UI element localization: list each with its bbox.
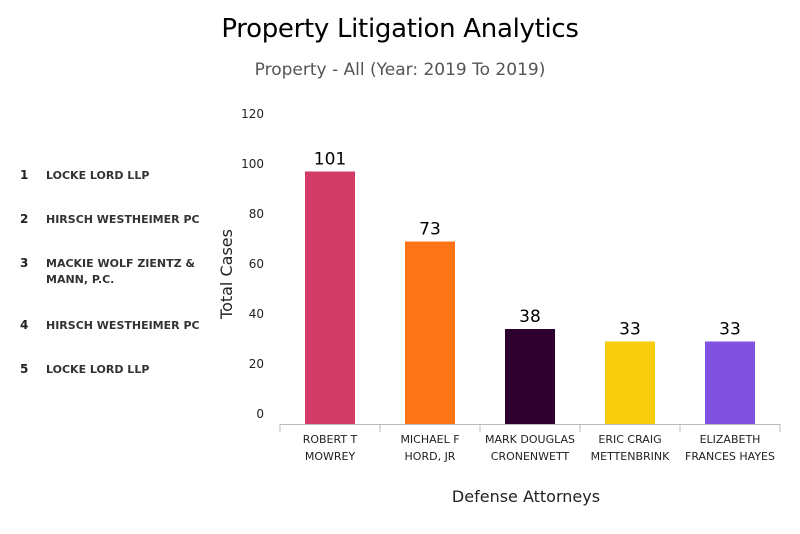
x-tick-label: FRANCES HAYES [685,450,775,463]
y-tick-label: 100 [241,157,264,171]
x-axis-title: Defense Attorneys [452,487,600,506]
bar-value-label: 33 [619,320,641,340]
law-firm-item: 2 HIRSCH WESTHEIMER PC [20,212,220,256]
x-tick-label: ROBERT T [303,433,358,446]
bar [305,171,355,424]
law-firm-item: 3 MACKIE WOLF ZIENTZ & MANN, P.C. [20,256,220,318]
x-tick-label: ELIZABETH [700,433,761,446]
law-firm-rank: 5 [20,362,29,376]
bar-value-label: 101 [314,150,346,170]
bar-value-label: 38 [519,307,541,327]
law-firm-name: HIRSCH WESTHEIMER PC [46,319,200,332]
law-firm-item: 5 LOCKE LORD LLP [20,362,220,406]
law-firm-rank: 2 [20,212,29,226]
x-tick-label: METTENBRINK [591,450,671,463]
bar [705,341,755,424]
x-tick-label: ERIC CRAIG [598,433,661,446]
y-tick-label: 0 [256,407,264,421]
y-tick-label: 20 [249,357,264,371]
y-tick-label: 40 [249,307,264,321]
law-firm-list: 1 LOCKE LORD LLP 2 HIRSCH WESTHEIMER PC … [20,168,220,406]
bar [505,329,555,424]
bar-value-label: 73 [419,220,441,240]
bar [405,241,455,424]
x-tick-label: MICHAEL F [400,433,459,446]
law-firm-name: MACKIE WOLF ZIENTZ & MANN, P.C. [46,257,196,286]
x-tick-label: CRONENWETT [491,450,570,463]
law-firm-name: LOCKE LORD LLP [46,363,150,376]
y-tick-label: 60 [249,257,264,271]
y-tick-label: 80 [249,207,264,221]
law-firm-rank: 1 [20,168,29,182]
bar [605,341,655,424]
chart-title: Property Litigation Analytics [221,14,579,44]
law-firm-rank: 3 [20,256,29,270]
y-tick-label: 120 [241,107,264,121]
x-tick-label: HORD, JR [405,450,456,463]
law-firm-rank: 4 [20,318,29,332]
law-firm-name: LOCKE LORD LLP [46,169,150,182]
x-tick-label: MOWREY [305,450,356,463]
y-axis-title: Total Cases [217,229,236,320]
bar-value-label: 33 [719,320,741,340]
x-tick-label: MARK DOUGLAS [485,433,575,446]
chart-subtitle: Property - All (Year: 2019 To 2019) [254,60,546,80]
law-firm-name: HIRSCH WESTHEIMER PC [46,213,200,226]
law-firm-item: 4 HIRSCH WESTHEIMER PC [20,318,220,362]
law-firm-item: 1 LOCKE LORD LLP [20,168,220,212]
